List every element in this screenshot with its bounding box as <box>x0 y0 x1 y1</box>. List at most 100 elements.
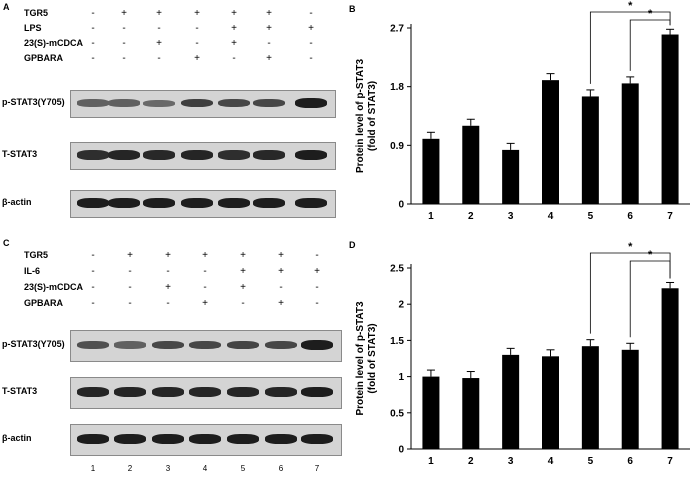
bar-chart-b: B Protein level of p-STAT3 (fold of STAT3)… <box>349 0 690 222</box>
x-tick-label: 6 <box>627 211 633 222</box>
y-tick-label: 2.7 <box>390 24 404 35</box>
treatment-sign: - <box>166 266 170 277</box>
protein-band <box>295 198 327 208</box>
panel-letter-c: C <box>3 238 10 248</box>
treatment-sign: + <box>165 282 171 293</box>
treatment-sign: - <box>91 23 95 34</box>
bar <box>542 80 559 204</box>
treatment-sign: - <box>315 282 319 293</box>
treatment-label: 23(S)-mCDCA <box>24 38 84 48</box>
protein-band <box>227 387 259 397</box>
lane-number: 4 <box>202 464 208 473</box>
treatment-sign: - <box>122 38 126 49</box>
protein-band <box>108 99 140 107</box>
treatment-label: GPBARA <box>24 298 64 308</box>
treatment-sign: - <box>309 53 313 64</box>
lane-number: 2 <box>127 464 133 473</box>
panel-letter-a: A <box>3 2 10 12</box>
treatment-sign: + <box>278 250 284 261</box>
protein-band <box>301 340 333 350</box>
treatment-sign: - <box>157 53 161 64</box>
treatment-sign: - <box>91 282 95 293</box>
protein-band <box>181 198 213 208</box>
protein-band <box>265 340 297 350</box>
protein-band <box>301 387 333 397</box>
treatment-sign: - <box>128 282 132 293</box>
significance-star: * <box>648 8 653 20</box>
x-tick-label: 1 <box>428 211 434 222</box>
x-tick-label: 2 <box>468 456 474 467</box>
bar-chart-d: D Protein level of p-STAT3 (fold of STAT3)… <box>349 240 690 467</box>
x-tick-label: 4 <box>548 211 554 222</box>
treatment-sign: - <box>91 38 95 49</box>
protein-band <box>77 341 109 349</box>
lane-number: 6 <box>278 464 284 473</box>
treatment-label: TGR5 <box>24 8 49 18</box>
treatment-sign: - <box>122 53 126 64</box>
treatment-sign: + <box>240 250 246 261</box>
treatment-sign: - <box>91 53 95 64</box>
lane-number: 7 <box>314 464 320 473</box>
treatment-label: IL-6 <box>24 266 41 276</box>
y-axis-label-line1: Protein level of p-STAT3 <box>355 59 366 174</box>
blot-label: T-STAT3 <box>2 149 38 159</box>
treatment-sign: + <box>121 8 127 19</box>
treatment-sign: + <box>156 8 162 19</box>
treatment-sign: + <box>266 8 272 19</box>
treatment-sign: + <box>278 266 284 277</box>
protein-band <box>227 434 259 444</box>
x-tick-label: 7 <box>667 211 673 222</box>
protein-band <box>265 387 297 397</box>
significance-star: * <box>628 0 633 12</box>
bar <box>502 149 520 204</box>
treatment-sign: + <box>231 23 237 34</box>
treatment-sign: + <box>240 266 246 277</box>
blot-label: β-actin <box>2 433 32 443</box>
bar <box>661 288 679 449</box>
protein-band <box>253 98 285 108</box>
bar <box>581 346 599 449</box>
y-tick-label: 0 <box>398 200 404 211</box>
treatment-sign: - <box>128 298 132 309</box>
protein-band <box>108 150 140 160</box>
bar <box>542 356 559 449</box>
y-tick-label: 0.9 <box>390 141 404 152</box>
protein-band <box>143 198 175 208</box>
treatment-sign: + <box>194 8 200 19</box>
treatment-sign: + <box>202 250 208 261</box>
treatment-sign: + <box>202 298 208 309</box>
significance-star: * <box>648 249 653 261</box>
y-axis-label-line2: (fold of STAT3) <box>367 323 378 393</box>
protein-band <box>295 150 327 160</box>
treatment-sign: - <box>203 282 207 293</box>
treatment-sign: + <box>194 53 200 64</box>
significance-bracket <box>589 11 671 84</box>
protein-band <box>301 434 333 444</box>
protein-band <box>218 198 250 208</box>
y-axis-label-line1: Protein level of p-STAT3 <box>355 301 366 416</box>
protein-band <box>114 341 146 349</box>
x-tick-label: 2 <box>468 211 474 222</box>
protein-band <box>143 150 175 160</box>
treatment-sign: + <box>240 282 246 293</box>
bar <box>502 354 520 449</box>
treatment-sign: - <box>91 8 95 19</box>
protein-band <box>77 198 109 208</box>
treatment-sign: + <box>308 23 314 34</box>
x-tick-label: 7 <box>667 456 673 467</box>
treatment-sign: - <box>166 298 170 309</box>
treatment-sign: - <box>91 250 95 261</box>
treatment-sign: - <box>315 298 319 309</box>
treatment-sign: + <box>231 8 237 19</box>
bar <box>581 96 599 204</box>
protein-band <box>77 434 109 444</box>
treatment-sign: + <box>266 53 272 64</box>
y-tick-label: 2 <box>398 300 404 311</box>
protein-band <box>218 150 250 160</box>
treatment-sign: + <box>156 38 162 49</box>
treatment-sign: - <box>195 23 199 34</box>
significance-bracket <box>629 19 671 71</box>
protein-band <box>181 98 213 108</box>
treatment-sign: + <box>314 266 320 277</box>
protein-band <box>189 387 221 397</box>
